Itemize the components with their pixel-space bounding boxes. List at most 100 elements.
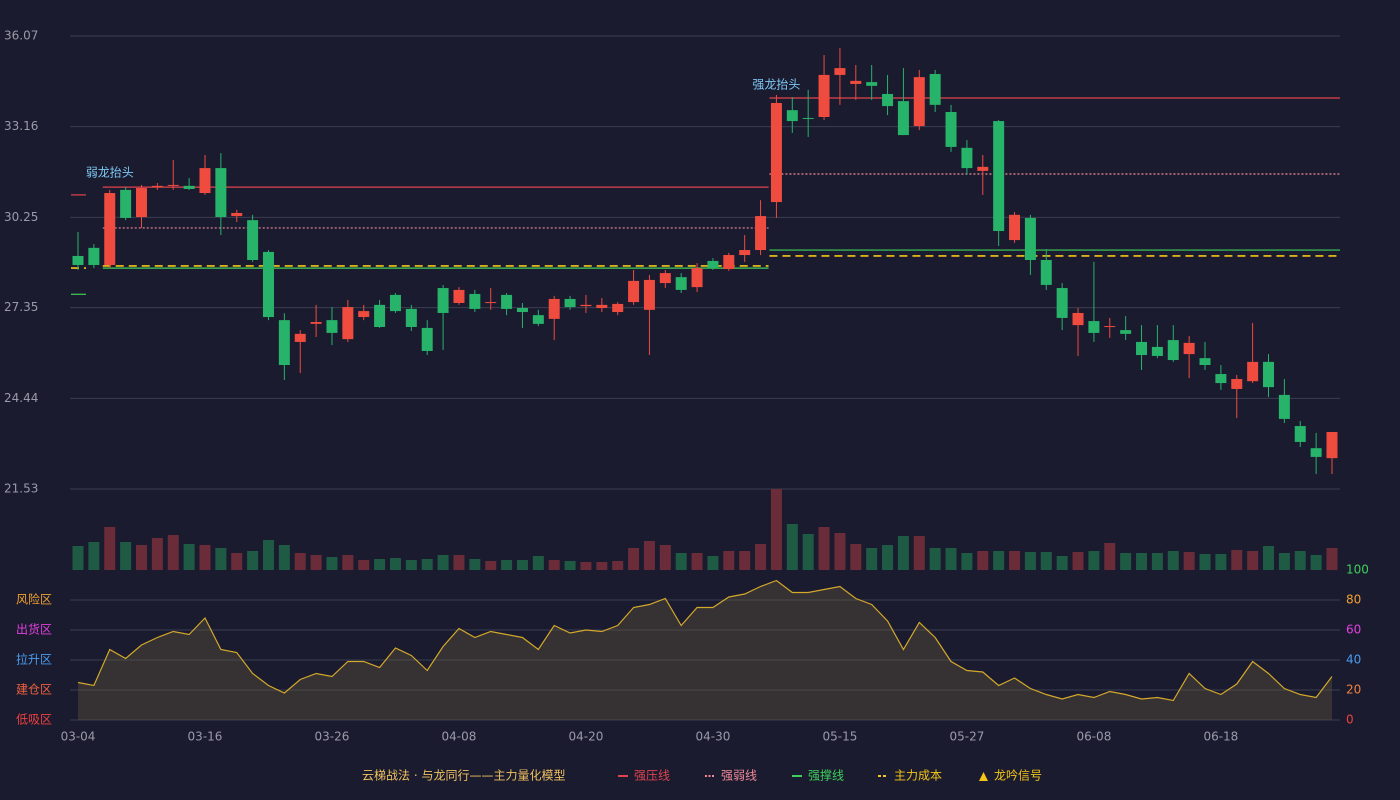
candle-body [1040, 260, 1052, 285]
volume-bar [770, 489, 782, 570]
candle-body [183, 185, 195, 189]
volume-bar [802, 534, 814, 570]
y-tick-label: 21.53 [4, 482, 38, 496]
volume-bar [1215, 554, 1227, 570]
candle-body [580, 304, 592, 307]
legend-label: 主力成本 [894, 769, 942, 783]
volume-bar [850, 544, 862, 570]
legend-title: 云梯战法 · 与龙同行——主力量化模型 [362, 769, 565, 783]
zone-label: 建仓区 [16, 683, 52, 697]
volume-bar [691, 553, 703, 570]
candle-body [866, 82, 878, 86]
volume-bar [247, 551, 259, 570]
volume-bar [1247, 551, 1259, 570]
x-tick-label: 05-27 [949, 730, 984, 744]
candle-body [723, 255, 735, 270]
candle-body [993, 121, 1005, 232]
osc-tick-label: 40 [1346, 653, 1361, 667]
candle-body [532, 315, 544, 324]
candle-body [739, 250, 751, 256]
volume-bar [231, 553, 243, 570]
volume-bar [1326, 548, 1338, 570]
volume-bar [977, 551, 989, 570]
candle-body [310, 322, 322, 324]
volume-bar [755, 544, 767, 570]
osc-tick-label: 60 [1346, 623, 1361, 637]
candle-body [501, 294, 513, 309]
volume-bar [1263, 546, 1275, 570]
volume-bar [104, 527, 116, 570]
volume-bar [612, 561, 624, 570]
candle-body [151, 185, 163, 188]
volume-bar [929, 548, 941, 570]
candle-body [374, 304, 386, 327]
candle-body [1326, 431, 1338, 459]
legend-label: 强弱线 [721, 769, 757, 783]
candle-body [1278, 394, 1290, 419]
candle-body [88, 247, 100, 265]
volume-bar [294, 553, 306, 570]
volume-bar [1294, 551, 1306, 570]
volume-bar [120, 542, 132, 570]
candle-body [1009, 214, 1021, 241]
candle-body [1199, 358, 1211, 366]
candle-body [342, 307, 354, 340]
candle-body [120, 189, 132, 218]
volume-bar [913, 536, 925, 570]
volume-bar [532, 556, 544, 570]
volume-bar [739, 551, 751, 570]
x-tick-label: 03-26 [315, 730, 350, 744]
candle-body [850, 80, 862, 84]
volume-bar [501, 560, 513, 570]
y-tick-label: 36.07 [4, 29, 38, 43]
candle-body [262, 251, 274, 318]
candle-body [659, 273, 671, 284]
candle-body [548, 298, 560, 319]
candle-body [104, 193, 116, 265]
candle-body [1104, 326, 1116, 328]
volume-bar [961, 553, 973, 570]
candle-body [135, 188, 147, 218]
x-tick-label: 03-16 [188, 730, 223, 744]
candle-body [945, 112, 957, 147]
candle-body [1263, 361, 1275, 388]
candle-body [1072, 312, 1084, 326]
volume-bar [199, 545, 211, 570]
volume-bar [88, 542, 100, 570]
candle-body [770, 102, 782, 203]
volume-bar [993, 551, 1005, 570]
x-tick-label: 04-08 [442, 730, 477, 744]
volume-bar [1104, 543, 1116, 570]
osc-tick-label: 0 [1346, 713, 1354, 727]
candle-body [405, 308, 417, 327]
candle-body [612, 303, 624, 313]
candle-body [1294, 426, 1306, 442]
candle-body [929, 74, 941, 105]
volume-bar [786, 524, 798, 570]
zone-label: 出货区 [16, 622, 52, 637]
candle-body [247, 220, 259, 261]
legend-label: 强压线 [634, 769, 670, 783]
zone-label: 风险区 [16, 592, 52, 607]
candle-body [167, 184, 179, 186]
osc-tick-label: 80 [1346, 593, 1361, 607]
volume-bar [1136, 553, 1148, 570]
candle-body [1183, 342, 1195, 355]
candle-body [215, 168, 227, 218]
candle-body [707, 260, 719, 269]
candle-body [389, 294, 401, 312]
volume-bar [723, 551, 735, 570]
candle-body [691, 268, 703, 288]
osc-tick-label: 20 [1346, 683, 1361, 697]
volume-bar [659, 545, 671, 570]
volume-bar [358, 560, 370, 570]
volume-bar [326, 557, 338, 570]
volume-bar [167, 535, 179, 570]
candle-body [897, 101, 909, 136]
candle-body [358, 311, 370, 318]
candle-body [675, 277, 687, 290]
candle-body [516, 307, 528, 313]
osc-area [78, 580, 1332, 720]
